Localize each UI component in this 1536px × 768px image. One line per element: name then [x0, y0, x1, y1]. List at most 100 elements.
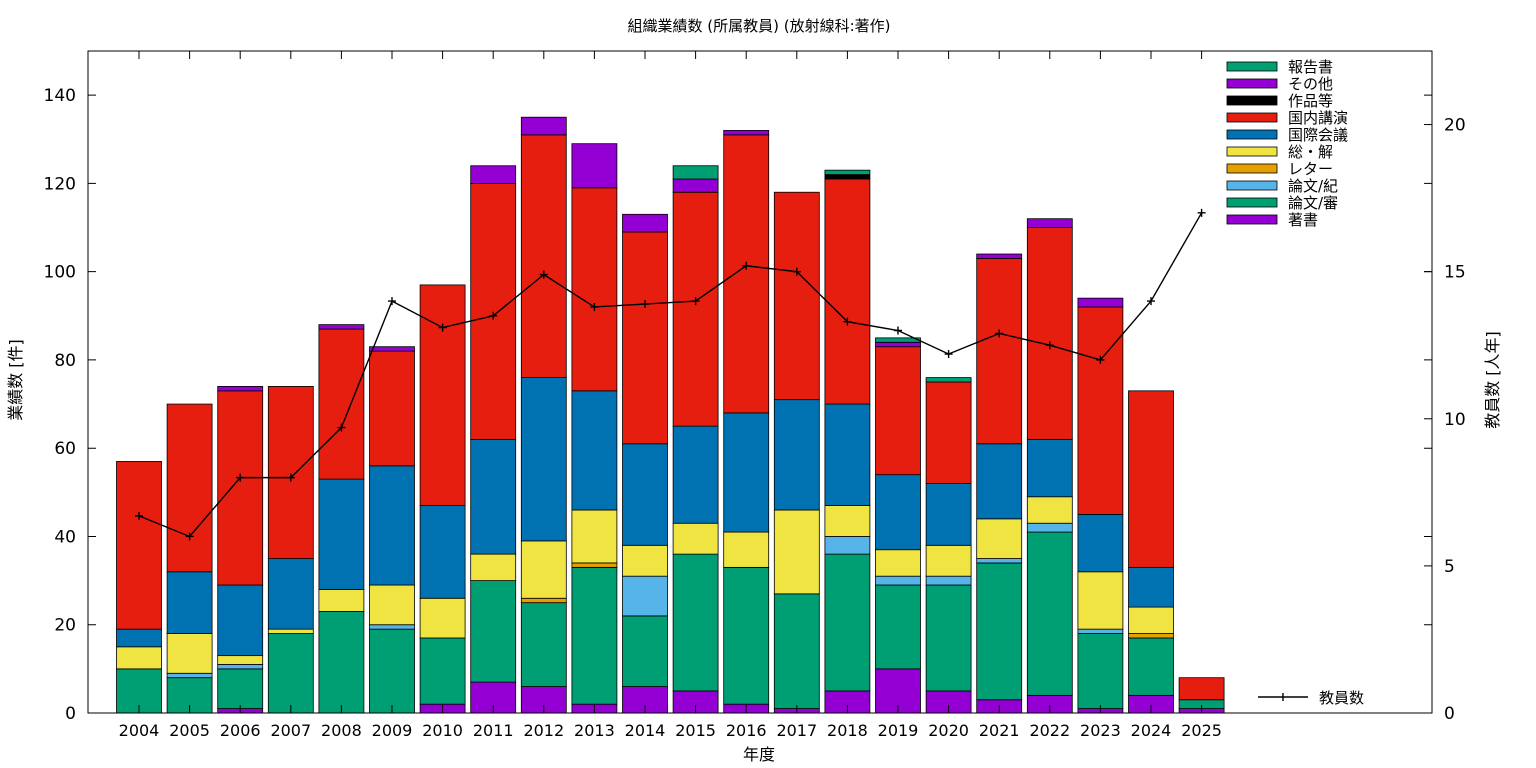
legend-label: 国際会議 — [1288, 126, 1348, 144]
bar-segment — [116, 461, 162, 630]
bar-segment — [369, 628, 415, 714]
bar-segment — [773, 593, 820, 709]
x-tick-label: 2016 — [726, 721, 767, 740]
bar-segment — [1128, 633, 1174, 639]
bar-segment — [672, 425, 719, 524]
staff-point — [286, 473, 295, 482]
bar-segment — [571, 562, 618, 568]
bar-segment — [217, 664, 264, 670]
bar-segment — [925, 584, 972, 692]
bar-segment — [875, 474, 921, 551]
bar-segment — [976, 558, 1023, 564]
bar-segment — [925, 377, 972, 383]
bar-segment — [622, 443, 668, 546]
staff-point — [641, 300, 649, 309]
x-tick-label: 2008 — [321, 721, 362, 740]
y-tick-label: 120 — [44, 174, 76, 194]
legend-swatch — [1226, 146, 1278, 157]
bar-segment — [622, 575, 668, 617]
bar-segment — [1077, 514, 1124, 573]
bar-segment — [318, 589, 365, 612]
bar-segment — [875, 549, 921, 577]
bar-segment — [217, 390, 264, 586]
bar-segment — [1077, 306, 1124, 515]
staff-line — [138, 212, 1203, 538]
bar-segment — [116, 628, 162, 648]
bar-segment — [470, 580, 517, 683]
y-tick-label: 20 — [54, 616, 76, 636]
bar-segment — [925, 381, 972, 484]
bar-segment — [875, 575, 921, 586]
x-tick-label: 2009 — [372, 721, 413, 740]
bar-segment — [723, 130, 770, 136]
staff-point — [843, 317, 852, 326]
legend-swatch — [1226, 197, 1278, 208]
bar-segment — [419, 284, 466, 506]
x-tick-label: 2017 — [776, 721, 817, 740]
bar-segment — [217, 655, 264, 665]
x-tick-label: 2007 — [270, 721, 311, 740]
bar-segment — [470, 438, 517, 555]
bar-segment — [824, 553, 871, 692]
bar-segment — [520, 116, 567, 136]
bar-segment — [217, 584, 264, 657]
bar-segment — [1077, 628, 1124, 634]
y-tick-label: 140 — [44, 86, 76, 106]
bar-segment — [520, 377, 567, 542]
bar-segment — [267, 633, 314, 714]
bar-segment — [470, 182, 517, 440]
bar-segment — [520, 540, 567, 599]
staff-point — [438, 323, 447, 332]
staff-point — [1045, 341, 1054, 350]
bar-segment — [672, 178, 719, 193]
bar-segment — [571, 390, 618, 511]
bar-segment — [419, 637, 466, 705]
staff-point — [1197, 208, 1206, 217]
bar-segment — [723, 412, 770, 533]
staff-point — [792, 267, 801, 276]
bar-segment — [773, 399, 820, 511]
bar-segment — [622, 231, 668, 445]
bar-segment — [723, 566, 770, 705]
bar-segment — [1178, 677, 1225, 701]
bar-segment — [166, 403, 213, 573]
y-tick-label: 80 — [54, 351, 76, 371]
bar-segment — [318, 324, 365, 330]
y2-tick-label: 20 — [1444, 116, 1466, 136]
staff-point — [539, 270, 548, 279]
staff-point — [1147, 297, 1155, 306]
bar-segment — [1026, 531, 1073, 696]
x-tick-label: 2024 — [1131, 721, 1172, 740]
bar-segment — [976, 562, 1023, 701]
bar-segment — [217, 386, 264, 392]
bar-segment — [1128, 637, 1174, 696]
bar-segment — [166, 633, 213, 674]
bar-segment — [520, 602, 567, 687]
legend-line-sample — [1258, 693, 1308, 701]
bar-segment — [1026, 522, 1073, 533]
bar-segment — [318, 328, 365, 480]
staff-point — [388, 297, 396, 306]
bar-segment — [267, 628, 314, 634]
bar-segment — [723, 531, 770, 568]
bar-segment — [166, 672, 213, 679]
y-tick-label: 100 — [44, 263, 76, 283]
legend-label: 作品等 — [1288, 92, 1333, 110]
bar-segment — [622, 213, 668, 233]
plot-frame — [87, 50, 1433, 714]
x-tick-label: 2019 — [878, 721, 919, 740]
bar-segment — [1026, 227, 1073, 440]
bar-segment — [672, 165, 719, 180]
bar-segment — [1026, 496, 1073, 524]
bar-segment — [318, 478, 365, 590]
bar-segment — [116, 646, 162, 670]
bar-segment — [1128, 606, 1174, 634]
staff-point — [590, 302, 599, 311]
bar-segment — [1077, 633, 1124, 709]
y2-tick-label: 0 — [1444, 704, 1455, 724]
y-tick-label: 60 — [54, 439, 76, 459]
x-tick-label: 2010 — [422, 721, 463, 740]
legend-swatch — [1226, 180, 1278, 191]
legend-label: 教員数 — [1319, 689, 1364, 707]
legend-label: 報告書 — [1288, 58, 1333, 76]
